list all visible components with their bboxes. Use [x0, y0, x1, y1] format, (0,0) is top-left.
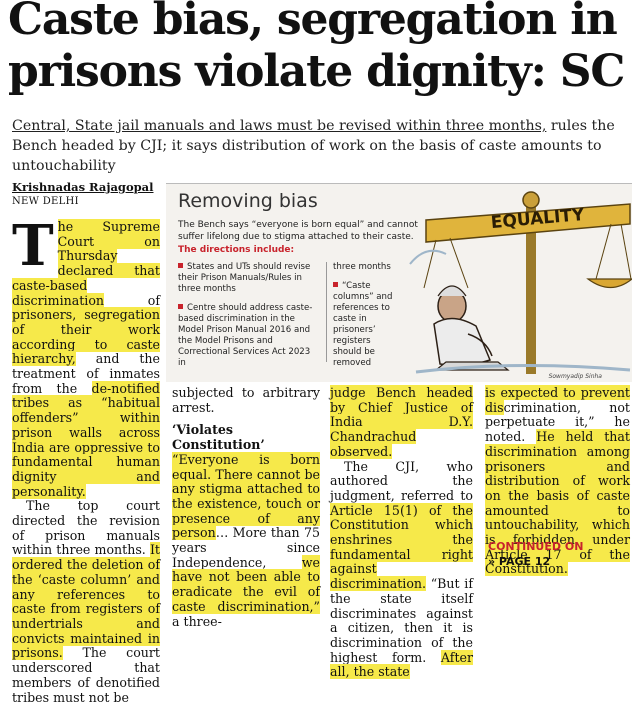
directions-label: The directions include: [178, 245, 295, 255]
body-text: and the treatment of inmates from the [12, 351, 160, 396]
highlight-text: He held that discrimination among prison… [485, 429, 630, 577]
directions-list-left: States and UTs should revise their Priso… [178, 262, 318, 377]
dateline: NEW DELHI [12, 196, 79, 207]
continued-on-label: CONTINUED ON [488, 540, 584, 553]
sidebar-title: Removing bias [178, 190, 318, 212]
article-column-4: is expected to prevent discrimination, n… [485, 385, 630, 577]
bullet-square-icon [178, 304, 183, 309]
direction-item: Centre should address caste-based discri… [178, 303, 313, 368]
body-text: … More than 75 years since Independence, [172, 525, 320, 570]
article-column-3: judge Bench headed by Chief Justice of I… [330, 385, 473, 680]
headline: Caste bias, segregation in prisons viola… [8, 0, 625, 97]
subhead: ‘Violates Constitution’ [172, 422, 265, 453]
direction-item: “Caste columns” and references to caste … [333, 281, 393, 368]
deck: Central, State jail manuals and laws mus… [12, 116, 632, 176]
deck-underlined: Central, State jail manuals and laws mus… [12, 118, 547, 134]
bullet-square-icon [333, 282, 338, 287]
article-column-2: subjected to arbitrary arrest. ‘Violates… [172, 385, 320, 629]
bullet-square-icon [178, 263, 183, 268]
direction-item-continued: three months [333, 262, 391, 272]
highlight-text: prisoners, segregation of their work acc… [12, 307, 160, 367]
drop-cap: T [12, 213, 54, 279]
body-text: crimination, not perpetuate it,” he note… [485, 399, 630, 445]
body-text: The CJI, who authored the judgment, refe… [330, 458, 473, 503]
body-text: The top court directed the revision of p… [12, 498, 160, 558]
sidebar-intro: The Bench says “everyone is born equal” … [178, 220, 418, 242]
body-text: subjected to arbitrary arrest. [172, 385, 320, 415]
body-text: of [104, 292, 160, 308]
highlight-text: It ordered the deletion of the ‘caste co… [12, 542, 160, 661]
removing-bias-sidebar: Removing bias The Bench says “everyone i… [166, 183, 632, 382]
equality-scale-illustration: EQUALITY Sowmyadip Sinha [409, 191, 632, 380]
highlight-text: judge Bench headed by Chief Justice of I… [330, 385, 473, 459]
artist-credit: Sowmyadip Sinha [549, 373, 603, 380]
highlight-text: de-notified tribes as “habitual offender… [12, 380, 160, 499]
direction-item: States and UTs should revise their Priso… [178, 262, 311, 294]
deck-rest: rules the Bench headed by CJI; it says d… [12, 118, 615, 174]
directions-list-right: three months “Caste columns” and referen… [326, 262, 395, 368]
byline: Krishnadas Rajagopal [12, 180, 154, 194]
body-text: a three- [172, 613, 222, 629]
page-reference-link[interactable]: » PAGE 12 [488, 555, 551, 568]
